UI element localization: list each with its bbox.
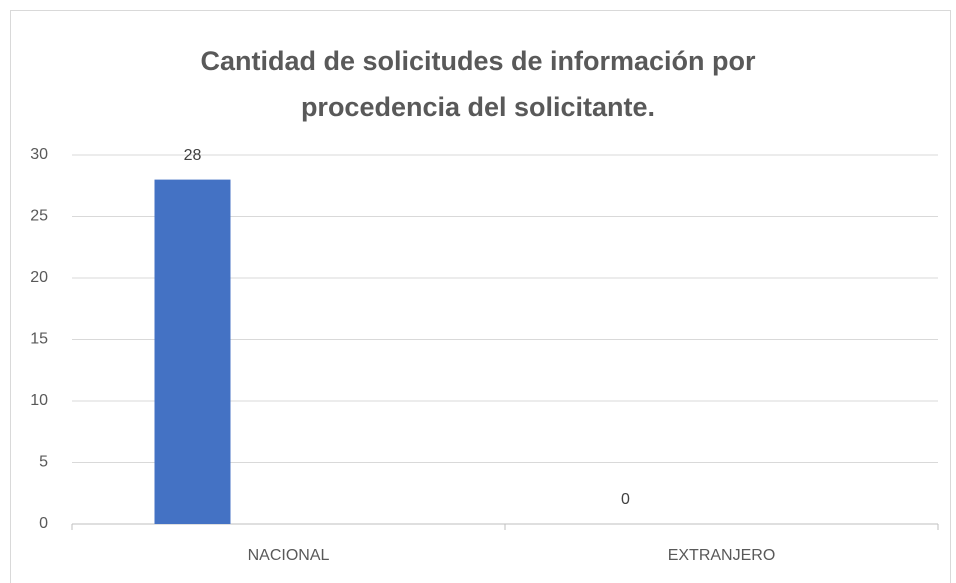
bar xyxy=(154,179,231,524)
data-label: 0 xyxy=(621,491,630,508)
chart-border xyxy=(10,10,951,583)
y-tick-label: 20 xyxy=(30,269,48,286)
y-tick-label: 5 xyxy=(39,454,48,471)
x-tick-label: NACIONAL xyxy=(248,547,330,564)
y-tick-label: 10 xyxy=(30,392,48,409)
data-label: 28 xyxy=(184,147,202,164)
y-tick-label: 25 xyxy=(30,208,48,225)
y-tick-label: 15 xyxy=(30,331,48,348)
x-tick-label: EXTRANJERO xyxy=(668,547,776,564)
y-tick-label: 0 xyxy=(39,515,48,532)
chart-title: Cantidad de solicitudes de información p… xyxy=(200,46,756,122)
y-tick-label: 30 xyxy=(30,146,48,163)
